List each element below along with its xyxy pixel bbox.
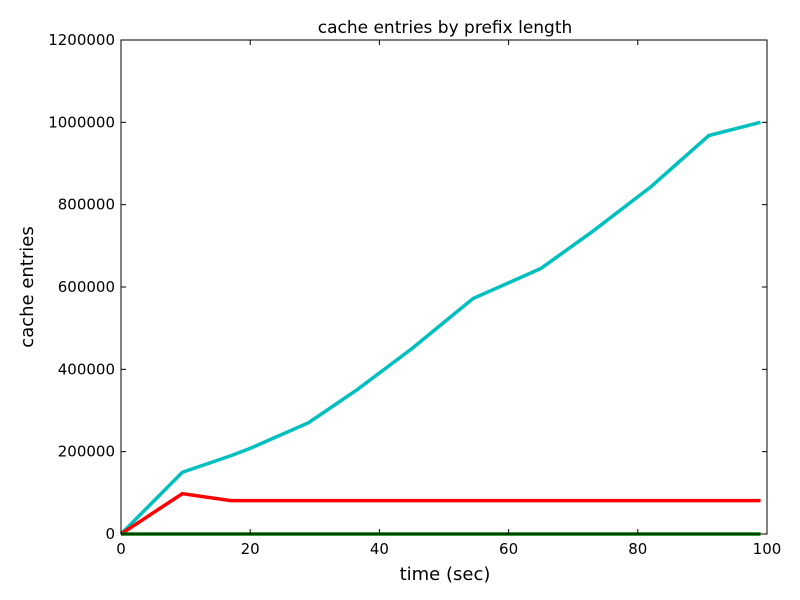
y-tick-label: 200000 <box>58 443 115 461</box>
chart-title: cache entries by prefix length <box>318 18 573 38</box>
plot-background <box>121 40 767 534</box>
x-tick-label: 0 <box>116 540 126 558</box>
series-line-2 <box>120 491 761 536</box>
y-tick-label: 400000 <box>58 360 115 378</box>
x-tick-label: 80 <box>628 540 647 558</box>
plot-area <box>121 40 767 534</box>
x-tick-label: 40 <box>370 540 389 558</box>
x-axis-label: time (sec) <box>400 564 491 585</box>
x-tick-label: 20 <box>241 540 260 558</box>
y-tick-label: 1200000 <box>48 31 115 49</box>
axes-layer: 0 20 40 60 80 100 0 200000 400000 600000 800000 100… <box>48 31 781 558</box>
y-tick-label: 1000000 <box>48 113 115 131</box>
series-line-1 <box>119 120 761 536</box>
y-axis-label: cache entries <box>17 226 38 347</box>
y-tick-label: 0 <box>105 525 115 543</box>
y-tick-label: 600000 <box>58 278 115 296</box>
x-tick-label: 60 <box>499 540 518 558</box>
y-tick-label: 800000 <box>58 196 115 214</box>
x-tick-label: 100 <box>753 540 782 558</box>
